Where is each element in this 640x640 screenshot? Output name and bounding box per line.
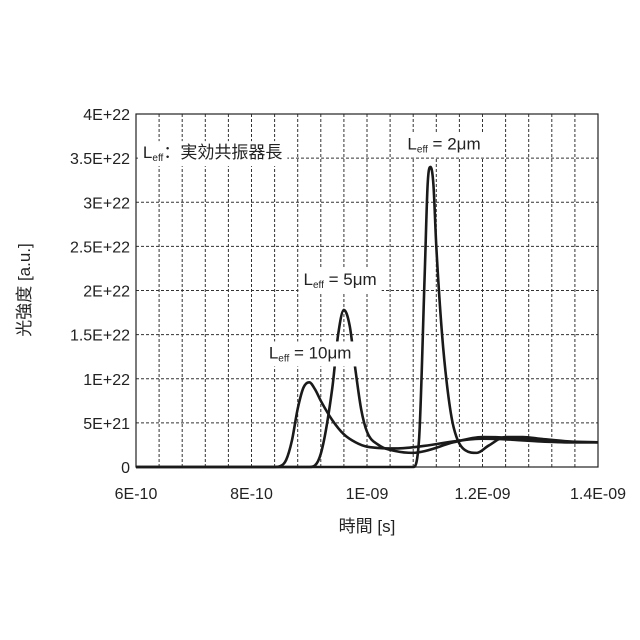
y-tick-label: 1.5E+22 [70,328,130,345]
y-tick-label: 3E+22 [83,195,130,212]
x-axis-title: 時間 [s] [339,517,396,536]
y-tick-label: 4E+22 [83,107,130,124]
y-tick-label: 3.5E+22 [70,151,130,168]
y-tick-label: 1E+22 [83,372,130,389]
x-tick-label: 6E-10 [115,486,158,503]
y-tick-label: 2E+22 [83,284,130,301]
annotation-label-1: Leff：実効共振器長 [143,143,282,164]
x-tick-label: 1.4E-09 [570,486,626,503]
x-tick-label: 1E-09 [346,486,389,503]
y-tick-label: 0 [121,460,130,477]
y-axis-title: 光強度 [a.u.] [15,243,34,337]
y-tick-label: 2.5E+22 [70,239,130,256]
x-tick-label: 1.2E-09 [454,486,510,503]
x-tick-label: 8E-10 [230,486,273,503]
y-tick-label: 5E+21 [83,416,130,433]
